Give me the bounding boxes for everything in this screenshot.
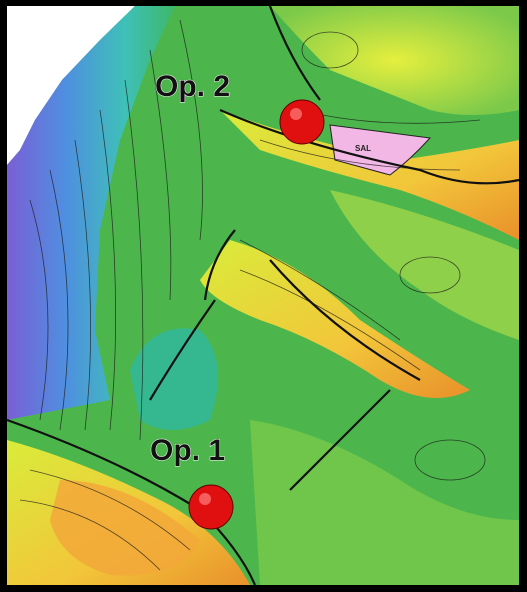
contour [74,139,92,431]
contour [259,139,461,171]
well-marker [188,484,234,530]
contour [239,239,401,341]
contour [399,256,461,294]
low-area [130,328,218,430]
contour [149,49,172,301]
contours [19,19,486,571]
fault [219,108,520,185]
high-area [330,190,519,340]
well-label: Op. 1 [150,434,225,467]
fault [268,5,321,101]
contour [414,439,486,481]
low-area [7,6,175,420]
well-marker [279,99,325,145]
contour [179,19,203,241]
contour [29,469,191,551]
contour [124,79,144,441]
fault [6,418,257,586]
faults [6,5,520,586]
marker-highlight [199,493,211,505]
no-data-area [7,6,135,165]
well-label: Op. 2 [155,70,230,103]
marker-highlight [290,108,302,120]
salt-label: SAL [355,144,371,153]
high-area [270,6,519,115]
fault [203,229,236,301]
fault [149,299,216,401]
fault [269,259,421,381]
contour [19,499,161,571]
contour [49,169,69,431]
contour [99,109,117,431]
fault [289,389,391,491]
contour [239,269,421,371]
contour [29,199,49,421]
high-area [200,240,470,398]
contour [301,31,359,69]
high-area [50,480,200,576]
